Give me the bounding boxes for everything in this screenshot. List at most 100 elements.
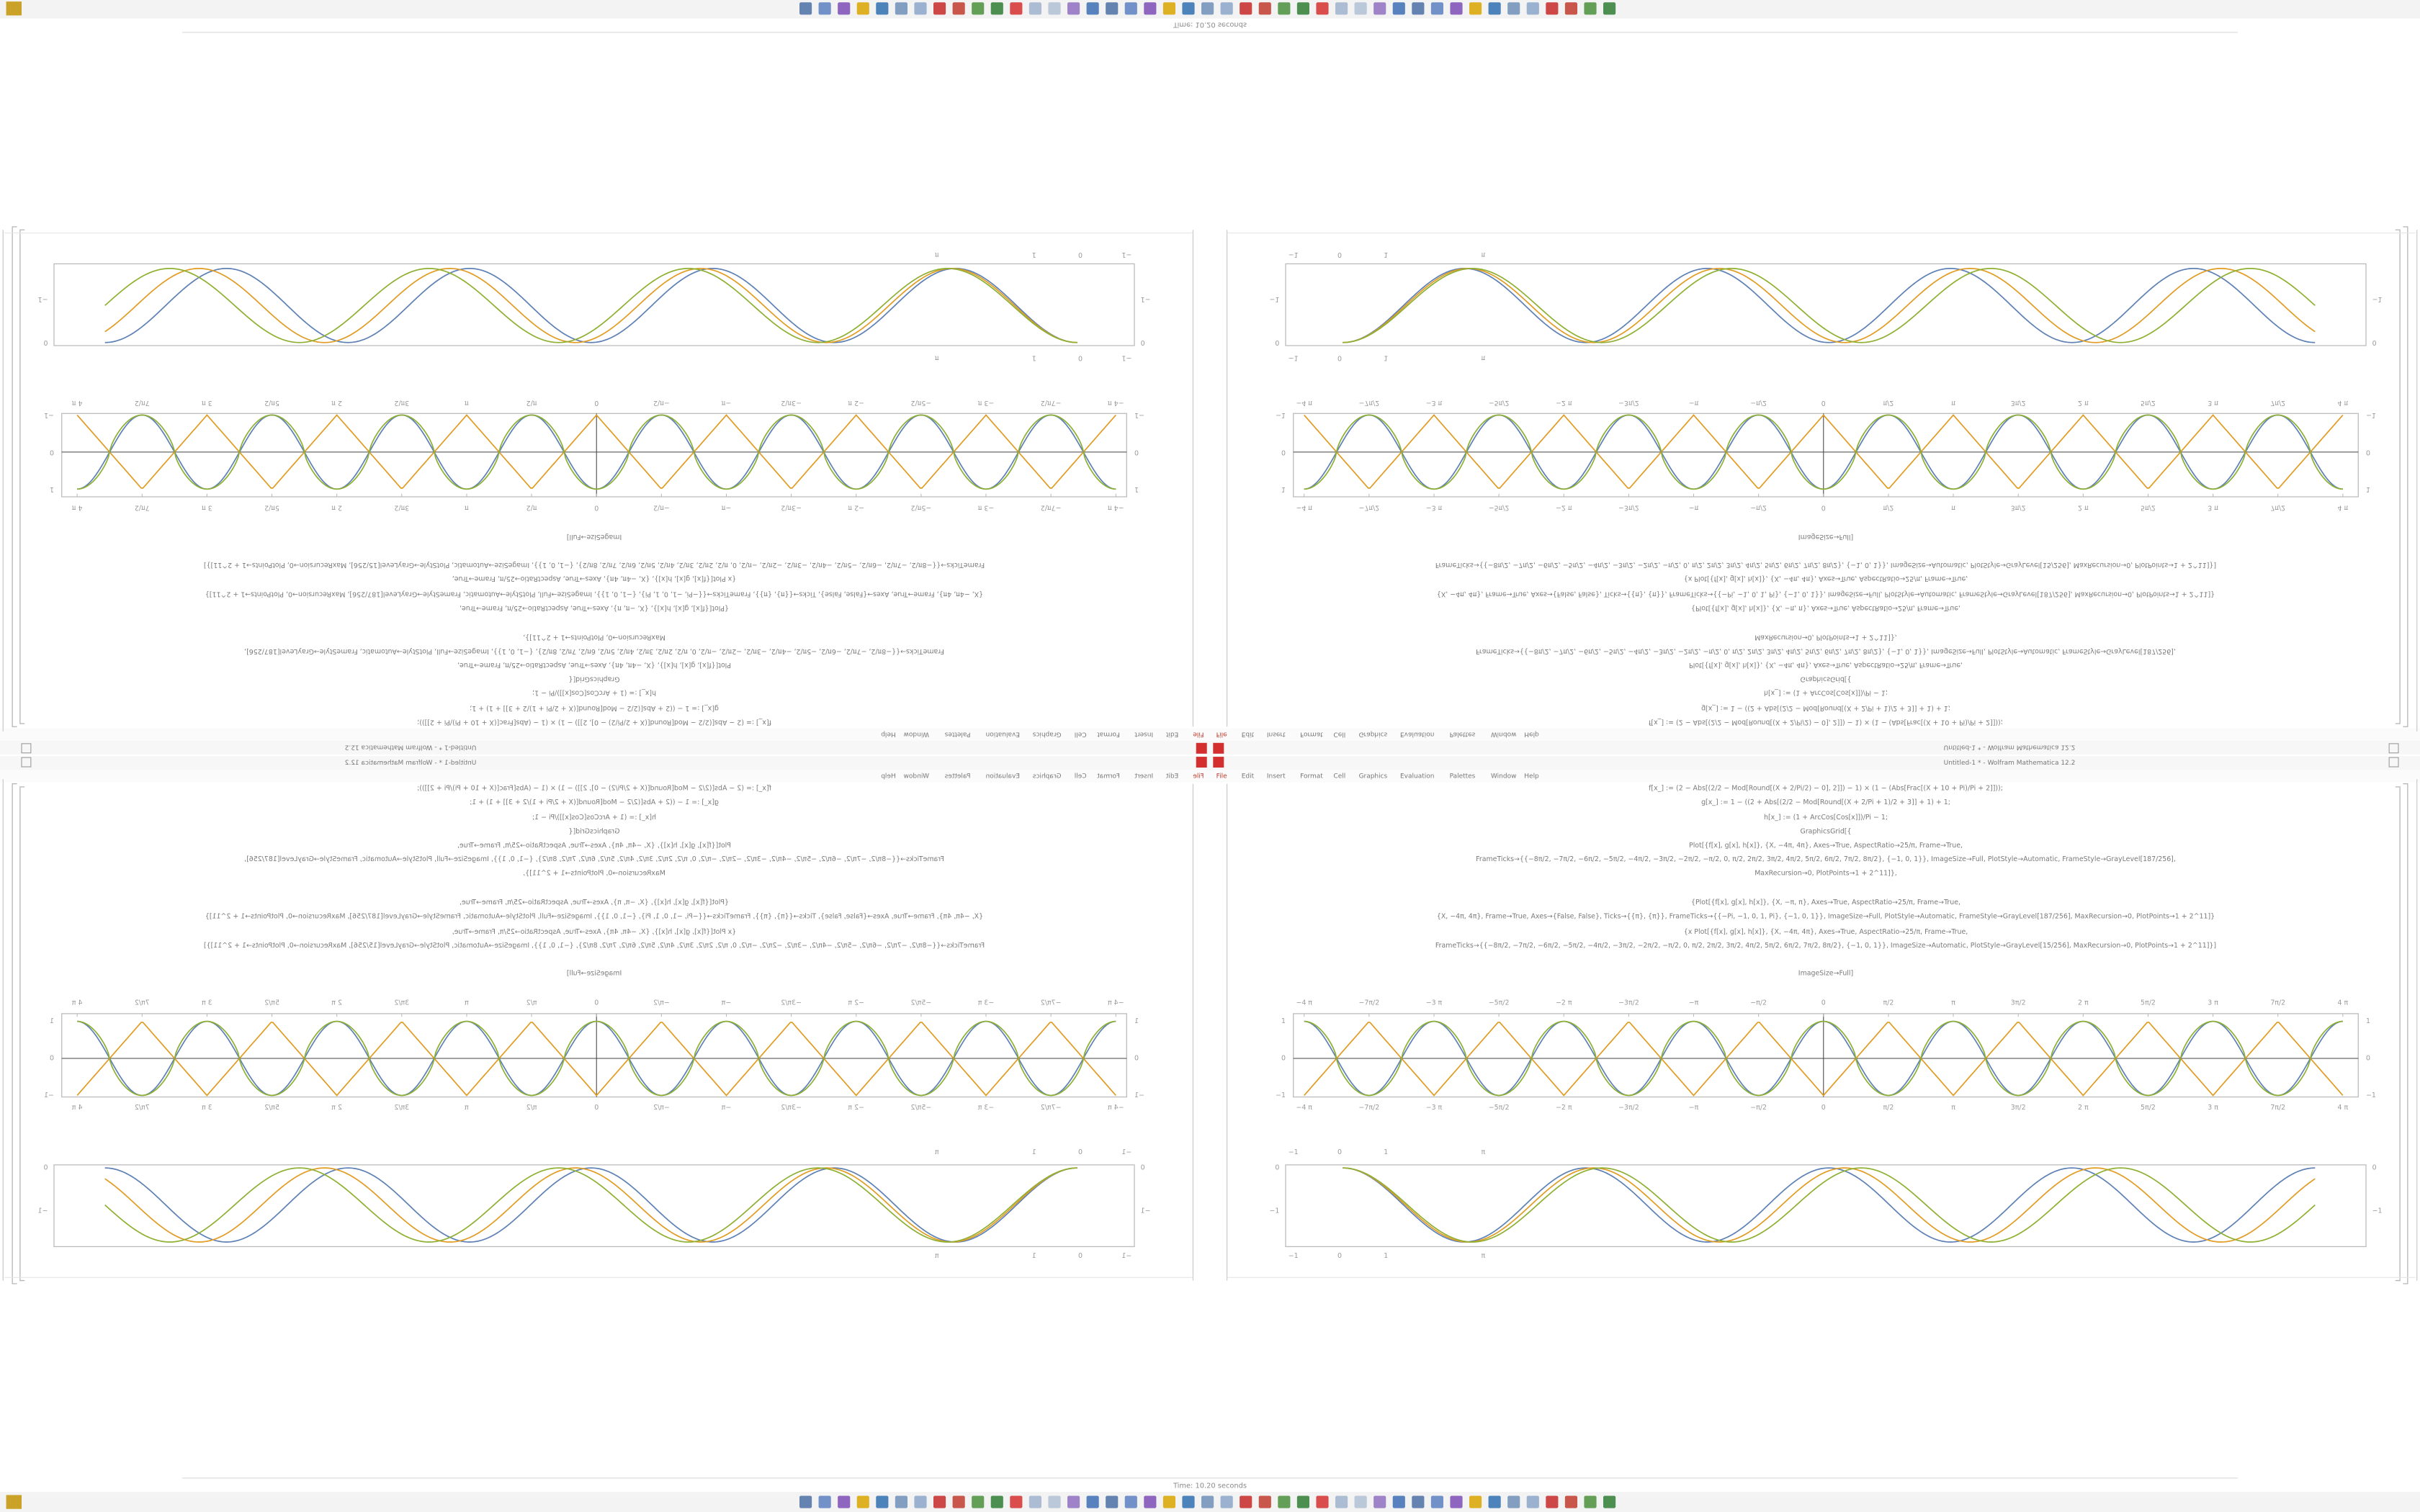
taskbar-icon[interactable] (952, 1495, 965, 1508)
taskbar-icon[interactable] (972, 2, 985, 15)
taskbar-icon[interactable] (1546, 1495, 1559, 1508)
taskbar-icon[interactable] (856, 2, 869, 15)
menu-item[interactable]: Format (1097, 731, 1120, 738)
taskbar-icon[interactable] (914, 2, 927, 15)
taskbar-icon[interactable] (1526, 2, 1539, 15)
taskbar-icon[interactable] (1086, 2, 1099, 15)
taskbar-icon[interactable] (1028, 1495, 1041, 1508)
taskbar-icon[interactable] (1162, 1495, 1175, 1508)
taskbar-icon[interactable] (1220, 2, 1233, 15)
taskbar-icon[interactable] (1546, 2, 1559, 15)
cell-bracket[interactable] (2395, 786, 2401, 1282)
menu-item[interactable]: Window (1491, 731, 1516, 738)
taskbar-icon[interactable] (1488, 1495, 1501, 1508)
taskbar-icon[interactable] (838, 1495, 851, 1508)
taskbar-icon[interactable] (972, 1495, 985, 1508)
menu-item[interactable]: File (1216, 773, 1228, 780)
taskbar-icon[interactable] (1469, 2, 1482, 15)
taskbar-icon[interactable] (1278, 2, 1291, 15)
taskbar-icon[interactable] (1373, 2, 1386, 15)
menu-item[interactable]: Edit (1242, 773, 1255, 780)
menu-item[interactable]: Graphics (1359, 773, 1388, 780)
menu-item[interactable]: Cell (1075, 731, 1087, 738)
taskbar-icon[interactable] (876, 1495, 889, 1508)
taskbar-icon[interactable] (1124, 1495, 1137, 1508)
start-button[interactable] (6, 1, 22, 16)
taskbar-icon[interactable] (1354, 2, 1367, 15)
menu-item[interactable]: Edit (1165, 731, 1178, 738)
taskbar-icon[interactable] (1106, 1495, 1119, 1508)
menu-item[interactable]: Evaluation (986, 773, 1020, 780)
taskbar-icon[interactable] (1335, 1495, 1348, 1508)
menu-item[interactable]: Graphics (1032, 773, 1061, 780)
start-button[interactable] (6, 1495, 22, 1509)
menu-item[interactable]: Format (1300, 773, 1323, 780)
taskbar-icon[interactable] (1144, 2, 1157, 15)
menu-item[interactable]: Format (1300, 731, 1323, 738)
menu-item[interactable]: Help (1524, 773, 1539, 780)
taskbar-icon[interactable] (933, 2, 946, 15)
menu-item[interactable]: Window (1491, 773, 1516, 780)
menu-item[interactable]: Cell (1075, 773, 1087, 780)
taskbar-icon[interactable] (1258, 2, 1271, 15)
menu-item[interactable]: Window (904, 731, 929, 738)
taskbar-icon[interactable] (818, 1495, 831, 1508)
menu-item[interactable]: Insert (1134, 773, 1153, 780)
taskbar-icon[interactable] (1010, 1495, 1023, 1508)
close-button[interactable] (21, 743, 32, 754)
taskbar-icon[interactable] (1220, 1495, 1233, 1508)
taskbar-icon[interactable] (1373, 1495, 1386, 1508)
taskbar-icon[interactable] (1067, 1495, 1080, 1508)
menu-item[interactable]: Edit (1242, 731, 1255, 738)
taskbar-icon[interactable] (1258, 1495, 1271, 1508)
menu-item[interactable]: Insert (1267, 731, 1286, 738)
cell-bracket[interactable] (19, 229, 25, 724)
taskbar-icon[interactable] (1584, 2, 1597, 15)
taskbar-icon[interactable] (1507, 2, 1520, 15)
taskbar-icon[interactable] (1412, 1495, 1425, 1508)
menu-item[interactable]: Edit (1165, 773, 1178, 780)
taskbar-icon[interactable] (856, 1495, 869, 1508)
taskbar-icon[interactable] (1296, 2, 1309, 15)
taskbar-icon[interactable] (1067, 2, 1080, 15)
menu-item[interactable]: File (1193, 773, 1204, 780)
taskbar-icon[interactable] (1584, 1495, 1597, 1508)
taskbar-icon[interactable] (1450, 1495, 1463, 1508)
taskbar-icon[interactable] (838, 2, 851, 15)
menu-item[interactable]: Graphics (1359, 731, 1388, 738)
menu-item[interactable]: Format (1097, 773, 1120, 780)
taskbar-icon[interactable] (952, 2, 965, 15)
taskbar-icon[interactable] (1450, 2, 1463, 15)
menu-item[interactable]: Help (881, 731, 896, 738)
taskbar-icon[interactable] (1278, 1495, 1291, 1508)
taskbar-icon[interactable] (1335, 2, 1348, 15)
menu-item[interactable]: Help (1524, 731, 1539, 738)
taskbar-icon[interactable] (1106, 2, 1119, 15)
taskbar-icon[interactable] (1240, 1495, 1252, 1508)
taskbar-icon[interactable] (895, 2, 908, 15)
menu-item[interactable]: Insert (1267, 773, 1286, 780)
close-button[interactable] (2388, 743, 2399, 754)
menu-item[interactable]: Palettes (944, 773, 970, 780)
taskbar-icon[interactable] (1316, 1495, 1329, 1508)
taskbar-icon[interactable] (1430, 1495, 1443, 1508)
taskbar-icon[interactable] (1412, 2, 1425, 15)
taskbar-icon[interactable] (1201, 1495, 1214, 1508)
menu-item[interactable]: Evaluation (1400, 731, 1434, 738)
taskbar-icon[interactable] (1048, 2, 1061, 15)
taskbar-icon[interactable] (1564, 2, 1577, 15)
taskbar-icon[interactable] (1469, 1495, 1482, 1508)
cell-bracket[interactable] (12, 226, 17, 727)
taskbar-icon[interactable] (1507, 1495, 1520, 1508)
taskbar-icon[interactable] (1603, 1495, 1616, 1508)
cell-bracket[interactable] (2395, 229, 2401, 724)
taskbar-icon[interactable] (1564, 1495, 1577, 1508)
taskbar-icon[interactable] (1354, 1495, 1367, 1508)
cell-bracket[interactable] (19, 786, 25, 1282)
taskbar-icon[interactable] (1296, 1495, 1309, 1508)
taskbar-icon[interactable] (1124, 2, 1137, 15)
menu-item[interactable]: Graphics (1032, 731, 1061, 738)
menu-item[interactable]: Palettes (1450, 773, 1476, 780)
taskbar-icon[interactable] (1240, 2, 1252, 15)
taskbar-icon[interactable] (818, 2, 831, 15)
